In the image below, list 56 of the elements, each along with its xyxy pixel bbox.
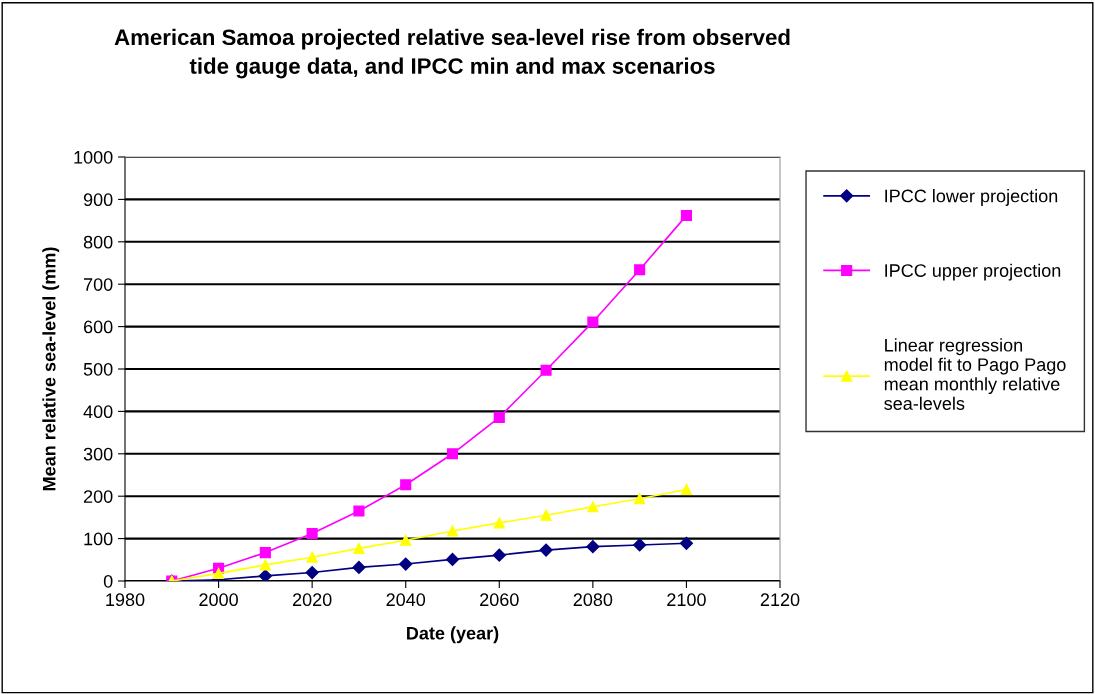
legend-label: IPCC upper projection (885, 263, 1061, 281)
point (353, 542, 365, 554)
point (258, 569, 272, 581)
legend-label: IPCC lower projection (885, 189, 1058, 206)
point (445, 552, 460, 566)
point (680, 483, 692, 495)
x-tick-label: 2080 (573, 593, 613, 607)
y-tick-label: 100 (84, 532, 113, 546)
x-tick-label: 2060 (480, 593, 519, 607)
point (634, 493, 646, 505)
point (446, 525, 459, 537)
point (353, 505, 365, 517)
x-tick-label: 2040 (386, 593, 426, 607)
point (634, 264, 646, 276)
x-tick-label: 2100 (667, 593, 706, 607)
point (259, 559, 271, 571)
point (633, 538, 647, 552)
point (399, 557, 413, 571)
legend-label: Linear regression model fit to Pago Pago mean monthly relative sea-levels (884, 338, 1066, 410)
y-tick-label: 500 (83, 362, 113, 376)
point (352, 560, 366, 575)
point (213, 567, 225, 579)
point (492, 548, 506, 562)
x-tick-label: 2120 (760, 593, 800, 607)
point (540, 509, 552, 521)
point (680, 209, 692, 222)
x-tick-label: 2020 (292, 593, 332, 607)
point (400, 479, 412, 491)
point (305, 565, 319, 580)
point (540, 364, 552, 376)
point (446, 448, 459, 460)
y-tick-label: 200 (83, 490, 113, 503)
point (493, 517, 505, 529)
point (400, 534, 412, 546)
y-tick-label: 900 (83, 193, 113, 207)
point (679, 536, 694, 550)
point (306, 527, 318, 540)
y-tick-label: 1000 (74, 150, 113, 164)
x-tick-label: 2000 (199, 593, 238, 607)
y-tick-label: 700 (84, 278, 113, 291)
x-axis-title: Date (year) (407, 626, 499, 644)
point (306, 551, 318, 563)
y-axis-title: Mean relative sea-level (mm) (42, 247, 60, 491)
y-tick-label: 400 (83, 405, 113, 419)
y-tick-label: 300 (83, 447, 113, 461)
point (587, 316, 599, 328)
y-tick-label: 0 (103, 574, 113, 588)
chart-title: American Samoa projected relative sea-level rise from observed tide gauge data, and IPCC min and max scenarios (114, 28, 790, 79)
y-tick-label: 800 (83, 235, 113, 249)
y-tick-label: 600 (83, 320, 113, 334)
point (587, 501, 599, 513)
point (259, 547, 271, 559)
x-tick-label: 1980 (106, 593, 145, 607)
point (586, 540, 600, 554)
point (539, 543, 553, 557)
point (493, 411, 505, 423)
